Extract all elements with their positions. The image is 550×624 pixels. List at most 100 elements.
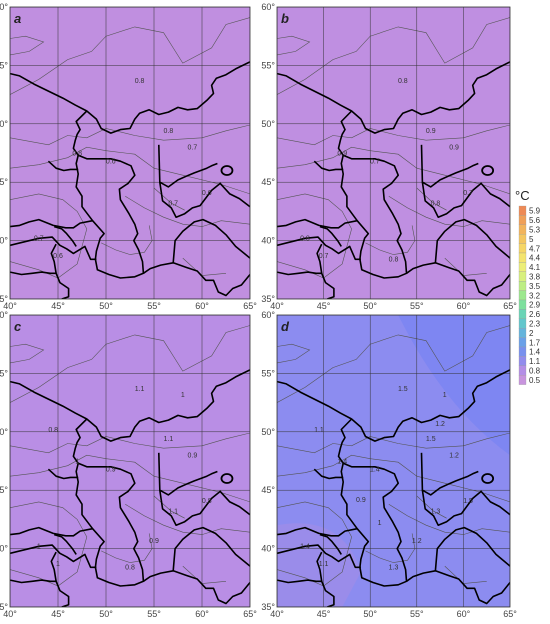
contour-line xyxy=(416,187,447,211)
contour-label: 0.6 xyxy=(106,159,116,166)
contour-label: 0.7 xyxy=(34,236,44,243)
country-border xyxy=(47,468,79,480)
colorbar-tick-label: 3.8 xyxy=(529,273,541,282)
contour-label: 0.7 xyxy=(463,190,473,197)
contour-label: 1 xyxy=(443,392,447,399)
latitude-tick-label: 60° xyxy=(261,2,275,12)
contour-line xyxy=(277,343,311,364)
country-border xyxy=(421,182,510,218)
colorbar-swatch xyxy=(518,271,527,282)
colorbar-tick-label: 4.7 xyxy=(529,244,541,253)
high-value-region xyxy=(398,315,510,456)
contour-label: 0.8 xyxy=(135,78,145,85)
contour-label: 0.7 xyxy=(188,144,198,151)
contour-line xyxy=(277,501,352,587)
contour-line xyxy=(125,195,250,227)
contour-line xyxy=(10,343,45,364)
colorbar-tick-label: 2 xyxy=(529,329,534,338)
contour-line xyxy=(125,503,250,535)
panel-label: c xyxy=(14,319,22,334)
longitude-tick-label: 50° xyxy=(99,301,113,311)
longitude-tick-label: 65° xyxy=(503,301,517,311)
contour-label: 0.9 xyxy=(356,497,366,504)
contour-line xyxy=(10,325,250,403)
panel-d: 1.5 1.5 1.4 1.4 1.3 1.2 1.4 1.5 1.1 1.3 1.2 1 1.1 0.9… xyxy=(261,310,517,619)
longitude-tick-label: 65° xyxy=(243,609,257,619)
country-border xyxy=(172,218,250,263)
contour-label: 0.9 xyxy=(337,150,347,157)
longitude-tick-label: 65° xyxy=(503,609,517,619)
colorbar-tick-label: 5.3 xyxy=(529,226,541,235)
panel-c: 1.1 1.1 1 1 1.1 0.9 0.9 0.8 1 0.8 0.9 1 0.8 c 60° 55° 50… xyxy=(0,310,257,619)
contour-label: 1 xyxy=(56,561,60,568)
longitude-tick-label: 60° xyxy=(195,609,209,619)
contour-label: 0.8 xyxy=(431,201,441,208)
contour-label: 1 xyxy=(378,520,382,527)
contour-label: 0.8 xyxy=(72,150,82,157)
latitude-tick-label: 50° xyxy=(0,427,8,437)
contour-label: 0.8 xyxy=(300,236,310,243)
longitude-tick-label: 45° xyxy=(317,301,331,311)
contour-label: 0.8 xyxy=(389,257,399,264)
lake-outline xyxy=(220,473,234,484)
contour-label: 1.4 xyxy=(300,544,310,551)
contour-label: 1 xyxy=(75,458,79,465)
longitude-tick-label: 50° xyxy=(363,301,377,311)
country-border xyxy=(277,526,358,537)
contour-line xyxy=(388,195,510,227)
contour-label: 1.1 xyxy=(314,427,324,434)
colorbar-swatch xyxy=(518,328,527,338)
contour-line xyxy=(277,325,510,403)
lake-outline xyxy=(220,165,234,176)
colorbar-swatch xyxy=(518,337,527,348)
colorbar-tick-label: 3.5 xyxy=(529,282,541,291)
colorbar-swatch xyxy=(518,346,527,357)
country-border xyxy=(53,533,77,555)
country-border xyxy=(75,462,145,587)
country-border xyxy=(337,418,353,464)
colorbar-swatch xyxy=(518,243,527,254)
contour-label: 1.3 xyxy=(389,565,399,572)
contour-label: 0.6 xyxy=(202,190,212,197)
latitude-tick-label: 40° xyxy=(0,544,8,554)
country-border xyxy=(10,218,93,229)
longitude-tick-label: 45° xyxy=(317,609,331,619)
latitude-tick-label: 60° xyxy=(0,2,8,12)
longitude-tick-label: 40° xyxy=(270,301,284,311)
contour-line xyxy=(365,225,416,255)
country-border xyxy=(10,61,250,134)
country-border xyxy=(313,160,344,172)
contour-label: 1 xyxy=(181,392,185,399)
country-border xyxy=(434,526,510,571)
latitude-tick-label: 55° xyxy=(261,60,275,70)
latitude-tick-label: 45° xyxy=(0,485,8,495)
longitude-tick-label: 50° xyxy=(363,609,377,619)
panel-label: d xyxy=(281,319,290,334)
colorbar-tick-label: 5.9 xyxy=(529,207,541,216)
country-border xyxy=(50,551,57,582)
country-border xyxy=(10,526,93,537)
latitude-tick-label: 40° xyxy=(261,544,275,554)
contour-label: 0.7 xyxy=(168,201,178,208)
country-border xyxy=(72,418,88,464)
latitude-tick-label: 40° xyxy=(261,236,275,246)
latitude-tick-label: 45° xyxy=(0,177,8,187)
country-border xyxy=(337,110,353,156)
country-border xyxy=(172,526,250,571)
contour-line xyxy=(277,17,510,95)
colorbar-swatch xyxy=(518,290,527,301)
latitude-tick-label: 35° xyxy=(261,294,275,304)
colorbar-tick-label: 1.1 xyxy=(529,357,541,366)
colorbar-tick-label: 2.6 xyxy=(529,310,541,319)
longitude-tick-label: 40° xyxy=(3,609,17,619)
latitude-tick-label: 50° xyxy=(261,427,275,437)
country-border xyxy=(10,236,97,261)
colorbar: °C 5.95.65.354.74.44.13.83.53.22.92.62.32… xyxy=(515,188,541,385)
colorbar-tick-label: 4.1 xyxy=(529,263,541,272)
contour-label: 1.2 xyxy=(412,538,422,545)
panel-frame xyxy=(9,6,251,300)
colorbar-swatch xyxy=(518,365,527,376)
temperature-field xyxy=(10,7,250,299)
country-border xyxy=(47,160,79,172)
colorbar-swatch xyxy=(518,215,527,225)
